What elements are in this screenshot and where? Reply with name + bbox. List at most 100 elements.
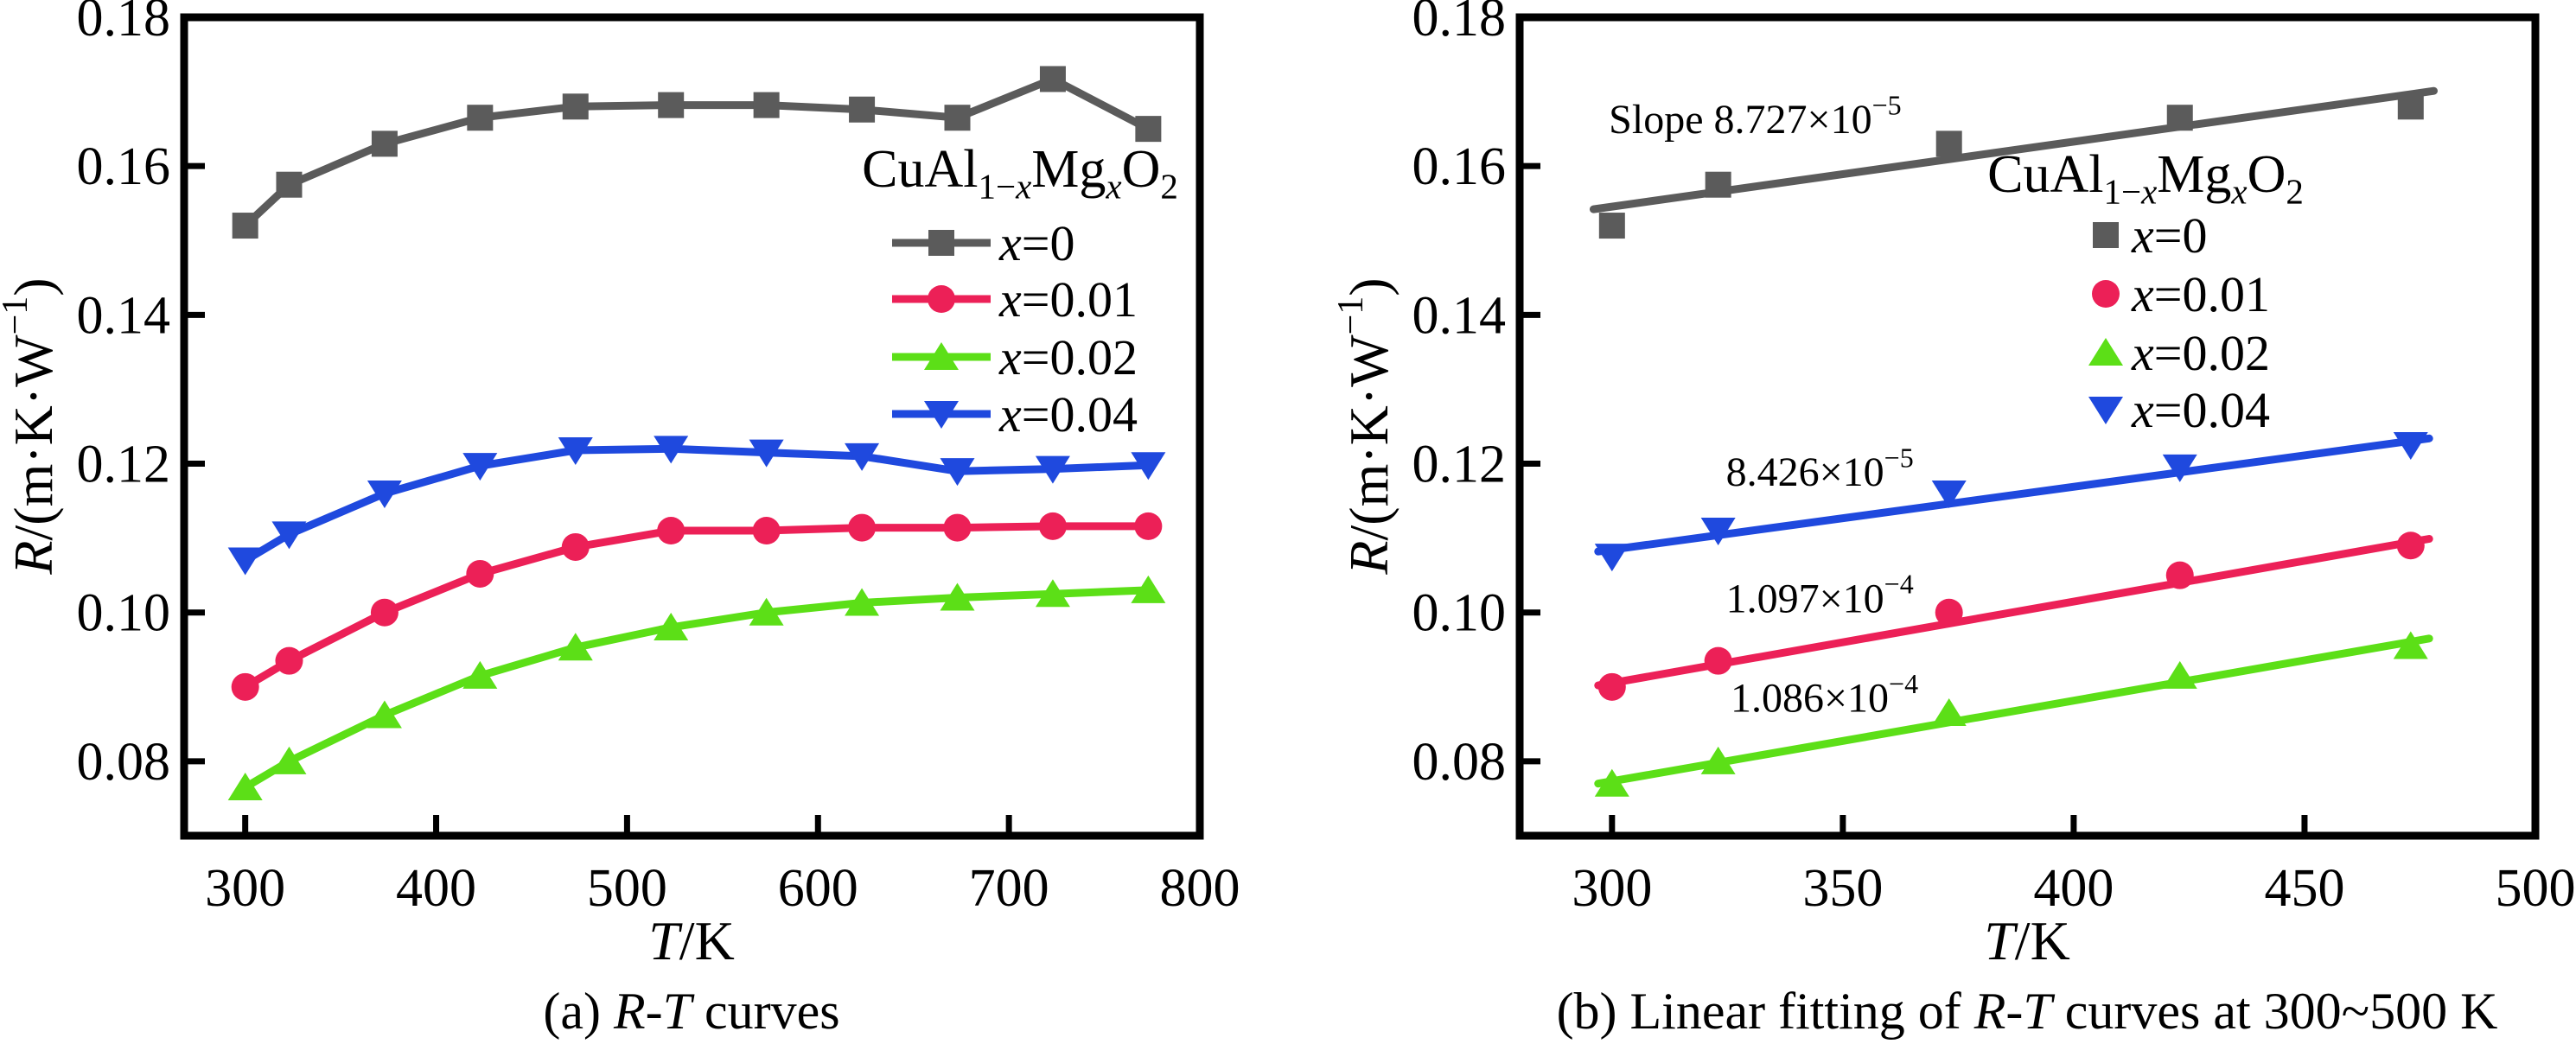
data-point-marker bbox=[2397, 93, 2424, 120]
series-x0.02 bbox=[227, 575, 1166, 801]
data-point-marker bbox=[2393, 432, 2428, 461]
data-point-marker bbox=[1704, 646, 1732, 675]
y-tick-label: 0.08 bbox=[77, 733, 171, 792]
data-point-marker bbox=[2162, 660, 2197, 689]
data-point-marker bbox=[1134, 512, 1163, 540]
legend-item-label: x=0.04 bbox=[2131, 382, 2270, 438]
fit-line bbox=[1594, 534, 2433, 690]
data-point-marker bbox=[370, 598, 399, 627]
data-point-marker bbox=[276, 171, 303, 198]
series-x0.04 bbox=[227, 436, 1166, 576]
data-point-marker bbox=[275, 646, 303, 675]
legend-item-label: x=0.01 bbox=[998, 271, 1138, 328]
data-point-marker bbox=[1038, 512, 1067, 540]
data-point-marker bbox=[753, 92, 780, 118]
legend-item-label: x=0.02 bbox=[2131, 325, 2270, 381]
data-point-marker bbox=[944, 105, 971, 131]
x-tick-label: 400 bbox=[396, 859, 476, 918]
data-point-marker bbox=[367, 480, 402, 508]
data-point-marker bbox=[1039, 66, 1066, 92]
axis-label-x: T/K bbox=[648, 910, 735, 971]
fit-line bbox=[1589, 86, 2438, 213]
y-tick-label: 0.14 bbox=[77, 286, 171, 345]
legend-item: x=0.02 bbox=[892, 329, 1138, 385]
legend-item: x=0.01 bbox=[892, 271, 1138, 328]
data-point-marker bbox=[1598, 213, 1625, 239]
data-point-marker bbox=[462, 453, 498, 481]
data-point-marker bbox=[654, 436, 689, 464]
legend-marker bbox=[924, 401, 959, 429]
data-point-marker bbox=[943, 513, 972, 542]
series-x0.01: 1.097×10−4 bbox=[1594, 532, 2433, 701]
legend-item: x=0.04 bbox=[892, 386, 1138, 442]
fit-line bbox=[1594, 634, 2433, 788]
data-point-marker bbox=[1131, 575, 1166, 603]
data-point-marker bbox=[231, 672, 259, 701]
data-point-marker bbox=[749, 597, 784, 626]
legend-marker bbox=[2088, 338, 2123, 366]
x-tick-label: 450 bbox=[2264, 859, 2344, 918]
data-point-marker bbox=[561, 532, 590, 561]
data-point-marker bbox=[845, 442, 880, 471]
series-x0.04: 8.426×10−5 bbox=[1594, 432, 2433, 572]
axis-label-x: T/K bbox=[1984, 910, 2070, 971]
data-point-marker bbox=[940, 582, 975, 611]
panel-b: 300 350 400 450 500 0.08 0.10 0.12 0.14 0.16 0.18 S… bbox=[1331, 0, 2575, 1040]
axis-label-y: R/(m·K·W−1) bbox=[0, 277, 64, 575]
data-point-marker bbox=[558, 633, 593, 661]
caption: (b) Linear fitting of R-T curves at 300~… bbox=[1557, 983, 2498, 1040]
legend-marker bbox=[2093, 222, 2119, 248]
data-point-marker bbox=[2162, 454, 2197, 482]
y-tick-label: 0.12 bbox=[1412, 436, 1507, 494]
x-tick-label: 600 bbox=[778, 859, 858, 918]
data-point-marker bbox=[1931, 480, 1967, 508]
data-point-marker bbox=[654, 612, 689, 640]
legend-item-label: x=0 bbox=[998, 215, 1074, 271]
slope-annotation: 1.097×10−4 bbox=[1726, 569, 1914, 622]
data-point-marker bbox=[2393, 631, 2428, 659]
series-line bbox=[241, 444, 1152, 564]
series-x0: Slope 8.727×10−5 bbox=[1589, 86, 2438, 239]
y-tick-label: 0.10 bbox=[77, 584, 171, 643]
panel-a: 300 400 500 600 700 800 0.08 0.10 0.12 0.14 0.16 0.… bbox=[0, 0, 1240, 1040]
data-point-marker bbox=[232, 213, 258, 239]
y-tick-label: 0.18 bbox=[77, 0, 171, 48]
x-tick-label: 700 bbox=[969, 859, 1049, 918]
data-point-marker bbox=[2396, 532, 2425, 560]
data-point-marker bbox=[2166, 105, 2193, 131]
y-tick-label: 0.08 bbox=[1412, 733, 1507, 792]
series-x0.01 bbox=[231, 512, 1163, 701]
x-tick-label: 300 bbox=[1572, 859, 1652, 918]
legend-item: x=0 bbox=[892, 215, 1074, 271]
x-tick-label: 500 bbox=[2496, 859, 2576, 918]
data-point-marker bbox=[752, 517, 781, 545]
legend-item: x=0.02 bbox=[2088, 325, 2270, 381]
legend-item-label: x=0.02 bbox=[998, 329, 1138, 385]
legend-item: x=0.04 bbox=[2088, 382, 2270, 438]
data-point-marker bbox=[466, 559, 494, 588]
y-tick-label: 0.16 bbox=[77, 137, 171, 196]
series-x0 bbox=[232, 66, 1162, 239]
legend-marker bbox=[928, 230, 954, 256]
data-point-marker bbox=[371, 130, 398, 157]
data-point-marker bbox=[1035, 455, 1070, 484]
y-tick-label: 0.16 bbox=[1412, 137, 1507, 196]
data-point-marker bbox=[462, 660, 498, 689]
data-point-marker bbox=[1931, 697, 1967, 726]
slope-annotation: 8.426×10−5 bbox=[1726, 442, 1914, 495]
data-point-marker bbox=[271, 521, 307, 550]
data-point-marker bbox=[940, 458, 975, 487]
series-x0.02: 1.086×10−4 bbox=[1594, 631, 2433, 797]
caption: (a) R-T curves bbox=[543, 983, 839, 1040]
legend-marker bbox=[924, 342, 959, 370]
data-point-marker bbox=[1594, 768, 1629, 797]
y-tick-label: 0.10 bbox=[1412, 584, 1507, 643]
data-point-marker bbox=[1700, 518, 1736, 546]
x-tick-label: 300 bbox=[205, 859, 285, 918]
axis-label-y: R/(m·K·W−1) bbox=[1331, 277, 1400, 575]
legend-item-label: x=0.01 bbox=[2131, 266, 2270, 322]
data-point-marker bbox=[227, 773, 263, 801]
slope-annotation: 1.086×10−4 bbox=[1731, 668, 1918, 722]
data-point-marker bbox=[271, 746, 307, 774]
